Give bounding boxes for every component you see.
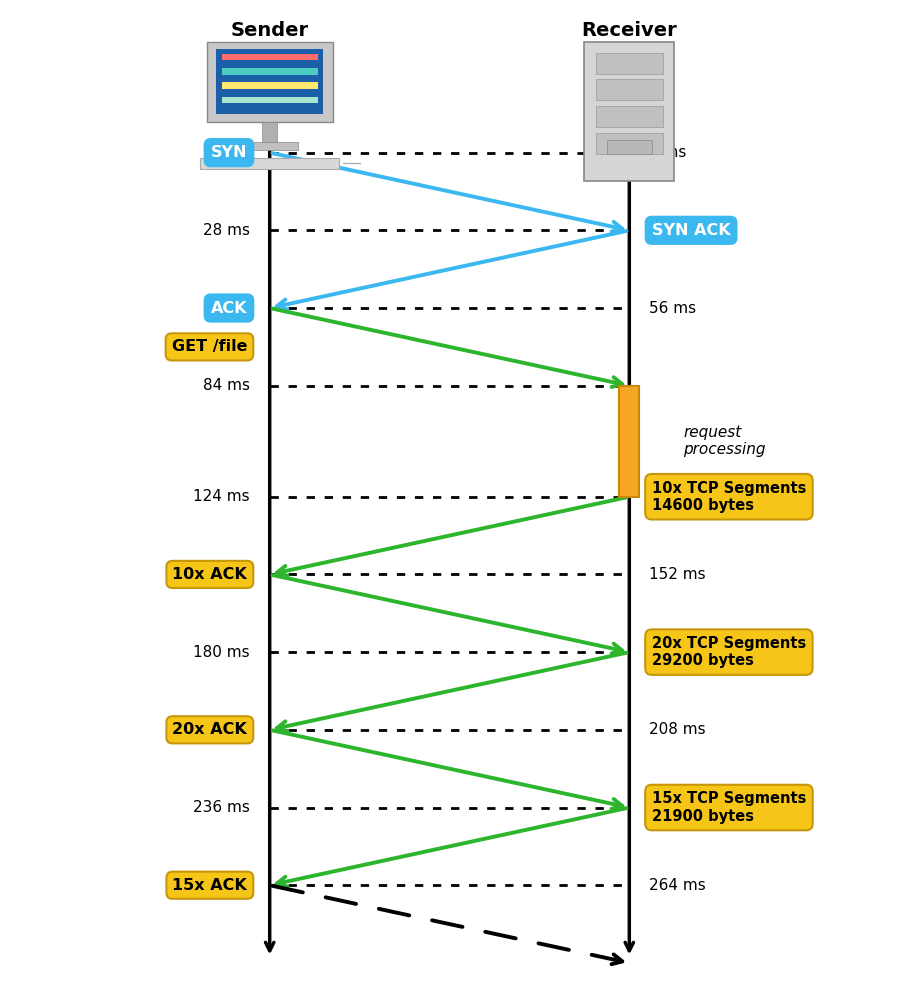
Bar bbox=[263, 122, 277, 142]
Bar bbox=[595, 106, 663, 127]
Text: 56 ms: 56 ms bbox=[649, 301, 696, 316]
Text: 0 ms: 0 ms bbox=[649, 145, 687, 160]
Text: 20x TCP Segments
29200 bytes: 20x TCP Segments 29200 bytes bbox=[652, 636, 806, 668]
Text: Sender: Sender bbox=[231, 21, 308, 40]
Bar bbox=[595, 79, 663, 100]
Bar bbox=[216, 49, 324, 114]
Text: 180 ms: 180 ms bbox=[193, 644, 250, 659]
Text: 10x TCP Segments
14600 bytes: 10x TCP Segments 14600 bytes bbox=[652, 481, 806, 512]
Text: 264 ms: 264 ms bbox=[649, 878, 706, 893]
Bar bbox=[221, 83, 318, 89]
Bar bbox=[200, 158, 339, 170]
Bar bbox=[595, 53, 663, 74]
Text: GET /file: GET /file bbox=[172, 340, 247, 355]
Text: 124 ms: 124 ms bbox=[193, 490, 250, 504]
Bar bbox=[241, 142, 298, 150]
Bar bbox=[207, 42, 333, 122]
Text: ACK: ACK bbox=[210, 301, 247, 316]
Bar bbox=[221, 68, 318, 75]
Text: SYN ACK: SYN ACK bbox=[652, 223, 730, 238]
Bar bbox=[595, 133, 663, 154]
Bar bbox=[221, 54, 318, 60]
Text: 208 ms: 208 ms bbox=[649, 722, 706, 737]
Text: request
processing: request processing bbox=[683, 425, 766, 458]
Text: 15x ACK: 15x ACK bbox=[173, 878, 247, 893]
Text: 84 ms: 84 ms bbox=[203, 379, 250, 394]
Text: 28 ms: 28 ms bbox=[203, 223, 250, 238]
Bar bbox=[607, 140, 652, 154]
Text: SYN: SYN bbox=[210, 145, 247, 160]
Text: 236 ms: 236 ms bbox=[193, 800, 250, 815]
Bar bbox=[221, 97, 318, 104]
Text: 152 ms: 152 ms bbox=[649, 566, 706, 582]
Bar bbox=[619, 386, 639, 497]
Text: Receiver: Receiver bbox=[582, 21, 677, 40]
Bar bbox=[584, 42, 674, 182]
Text: 20x ACK: 20x ACK bbox=[173, 722, 247, 737]
Text: 10x ACK: 10x ACK bbox=[173, 566, 247, 582]
Text: 15x TCP Segments
21900 bytes: 15x TCP Segments 21900 bytes bbox=[652, 791, 806, 824]
